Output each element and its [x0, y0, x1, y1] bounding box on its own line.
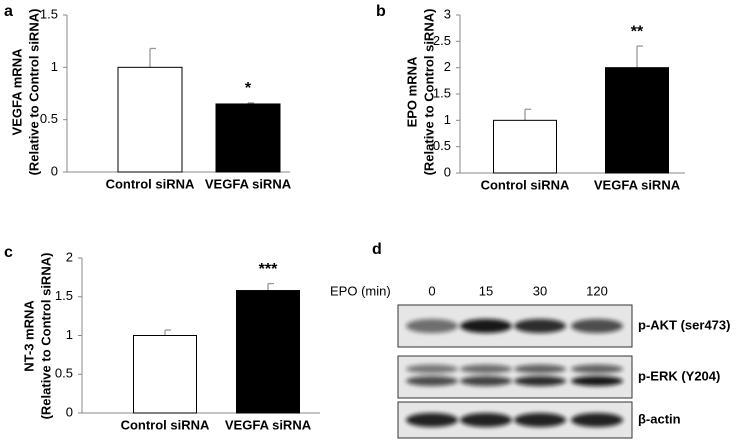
blot-band: [571, 376, 623, 386]
y-tick-label: 2: [444, 59, 451, 74]
blot-band: [460, 364, 512, 374]
blot-band: [514, 364, 566, 374]
y-tick-label: 0: [66, 404, 73, 419]
y-tick-label: 1.5: [55, 288, 73, 303]
y-axis-label: NT-3 mRNA: [21, 300, 36, 372]
lane-label: 15: [479, 283, 493, 298]
x-tick-label: Control siRNA: [481, 177, 570, 192]
blot-band: [571, 413, 623, 427]
y-tick-label: 0.5: [55, 366, 73, 381]
y-tick-label: 3: [444, 6, 451, 21]
y-tick-label: 2.5: [433, 33, 451, 48]
x-tick-label: Control siRNA: [121, 417, 210, 432]
x-tick-label: Control siRNA: [106, 176, 195, 191]
panel-label: a: [4, 3, 13, 20]
blot-band: [406, 376, 458, 386]
blot-band: [514, 319, 566, 333]
significance: ***: [259, 261, 278, 278]
blot-band: [514, 413, 566, 427]
y-tick-label: 1.5: [433, 85, 451, 100]
y-tick-label: 2: [66, 249, 73, 264]
blot-band: [571, 364, 623, 374]
blot-band: [406, 364, 458, 374]
y-tick-label: 0.5: [433, 138, 451, 153]
y-tick-label: 1: [444, 112, 451, 127]
x-tick-label: VEGFA siRNA: [594, 177, 681, 192]
condition-label: EPO (min): [330, 283, 391, 298]
significance: **: [631, 23, 644, 40]
blot-band: [406, 319, 458, 333]
blot-band: [460, 413, 512, 427]
bar: [133, 335, 197, 414]
y-tick-label: 0.5: [40, 111, 58, 126]
panel-label: c: [4, 244, 13, 261]
y-axis-label: (Relative to Control siRNA): [38, 253, 53, 420]
blot-band: [514, 376, 566, 386]
y-tick-label: 1.5: [40, 6, 58, 21]
panel-label: b: [376, 3, 386, 20]
row-label: p-AKT (ser473): [638, 317, 730, 332]
row-label: β-actin: [638, 411, 681, 426]
x-tick-label: VEGFA siRNA: [205, 176, 292, 191]
y-tick-label: 0: [444, 164, 451, 179]
blot-band: [571, 319, 623, 333]
blot-band: [406, 413, 458, 427]
lane-label: 0: [428, 283, 435, 298]
lane-label: 120: [586, 283, 608, 298]
y-tick-label: 1: [66, 327, 73, 342]
blot-band: [460, 376, 512, 386]
lane-label: 30: [533, 283, 547, 298]
bar: [493, 119, 557, 174]
y-axis-label: (Relative to Control siRNA): [421, 9, 436, 176]
y-axis-label: VEGFA mRNA: [9, 48, 24, 136]
significance: *: [245, 80, 252, 97]
bar: [117, 66, 183, 173]
bar: [236, 290, 300, 414]
x-tick-label: VEGFA siRNA: [225, 417, 312, 432]
y-axis-label: (Relative to Control siRNA): [26, 9, 41, 176]
y-tick-label: 1: [51, 59, 58, 74]
bar: [215, 103, 281, 173]
row-label: p-ERK (Y204): [638, 368, 720, 383]
blot-band: [460, 319, 512, 333]
panel-label: d: [372, 241, 382, 258]
bar: [605, 67, 669, 174]
y-tick-label: 0: [51, 163, 58, 178]
y-axis-label: EPO mRNA: [404, 56, 419, 127]
